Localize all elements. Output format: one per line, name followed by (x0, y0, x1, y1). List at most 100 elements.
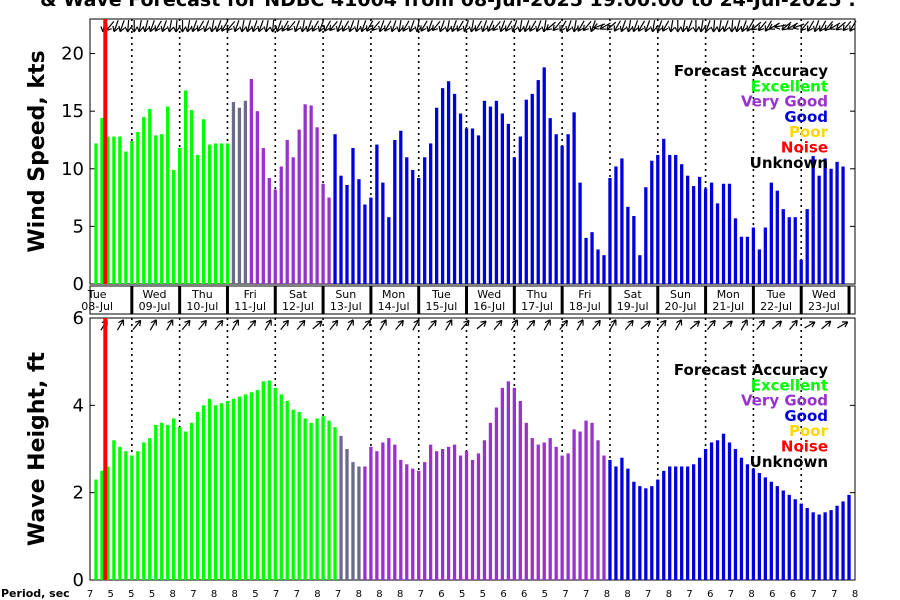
arrow-shaft (214, 320, 224, 330)
direction-arrow (317, 20, 325, 33)
data-bar (381, 182, 385, 284)
data-bar (327, 197, 331, 284)
arrow-head (329, 24, 336, 32)
data-bar (231, 398, 236, 580)
direction-arrow (118, 20, 125, 33)
data-bar (656, 479, 660, 580)
day-name: Tue (766, 288, 786, 301)
direction-arrow (450, 20, 458, 33)
period-value: 6 (790, 589, 796, 600)
y-axis-label: Wind Speed, kts (25, 50, 50, 252)
data-bar (201, 405, 206, 580)
arrow-head (299, 319, 306, 327)
data-bar (417, 470, 421, 580)
data-bar (458, 455, 463, 580)
direction-arrow (323, 20, 331, 32)
data-bar (476, 135, 481, 284)
arrow-shaft (741, 20, 747, 32)
direction-arrow (812, 20, 820, 33)
data-bar (411, 169, 415, 284)
data-bar (470, 128, 475, 284)
arrow-shaft (336, 20, 343, 32)
data-bar (429, 143, 433, 284)
data-bar (632, 481, 636, 580)
arrow-shaft (751, 21, 762, 31)
arrow-shaft (640, 320, 651, 330)
arrow-shaft (487, 20, 494, 32)
day-date: 09-Jul (139, 300, 171, 313)
arrow-head (468, 26, 476, 33)
arrow-head (215, 25, 222, 33)
direction-arrow (751, 21, 762, 31)
data-bar (154, 424, 158, 580)
arrow-shaft (346, 319, 354, 331)
data-bar (160, 134, 164, 284)
arrow-head (257, 25, 264, 33)
data-bar (781, 209, 785, 284)
direction-arrow (149, 319, 157, 331)
data-bar (733, 218, 738, 284)
data-bar (423, 157, 427, 284)
arrow-head (819, 25, 826, 32)
arrow-head (504, 25, 512, 32)
data-bar (626, 206, 630, 284)
data-bar (536, 444, 540, 580)
arrow-shaft (529, 20, 537, 32)
data-bar (530, 93, 534, 285)
direction-arrow (756, 319, 765, 330)
period-value: 7 (831, 589, 837, 600)
arrow-head (179, 26, 187, 33)
arrow-shaft (329, 320, 339, 330)
direction-arrow (486, 20, 494, 32)
period-value: 8 (397, 589, 403, 600)
direction-arrow (710, 19, 718, 33)
arrow-head (480, 25, 488, 33)
direction-arrow (390, 20, 397, 33)
period-value: 7 (87, 589, 93, 600)
direction-arrow (662, 20, 670, 32)
data-bar (793, 499, 797, 580)
period-row: Period, sec 7 5 5 5 8 7 8 8 5 7 7 8 7 8 8 8 7 6 5 5 6 6 5 7 7 8 8 7… (1, 587, 858, 600)
arrow-head (408, 25, 415, 33)
day-date: 21-Jul (712, 300, 744, 313)
arrow-head (160, 25, 168, 33)
data-bar (686, 466, 690, 580)
period-value: 8 (376, 589, 382, 600)
direction-arrow (774, 22, 787, 30)
arrow-shaft (700, 19, 704, 33)
direction-arrow (576, 319, 584, 331)
data-bar (590, 232, 594, 284)
data-bar (626, 468, 630, 580)
arrow-head (167, 319, 174, 326)
day-name: Wed (143, 288, 167, 301)
data-bar (769, 182, 773, 284)
arrow-head (359, 25, 367, 33)
arrow-shaft (258, 20, 264, 32)
direction-arrow (329, 21, 338, 32)
arrow-head (757, 24, 765, 32)
data-bar (470, 459, 475, 580)
arrow-head (824, 320, 832, 327)
data-bar (333, 427, 337, 580)
period-value: 8 (666, 589, 672, 600)
direction-arrow (728, 19, 736, 33)
data-bar (524, 99, 528, 284)
wind-speed-panel: 0 5 10 15 20 Wind Speed, kts Forecast Accuracy… (25, 18, 857, 315)
data-bar (578, 431, 582, 580)
arrow-shaft (265, 19, 269, 33)
arrow-shaft (718, 19, 722, 33)
arrow-shaft (756, 320, 765, 330)
data-bar (703, 188, 708, 284)
data-bar (166, 106, 170, 284)
arrow-head (593, 23, 600, 30)
data-bar (183, 431, 188, 580)
direction-arrow (589, 20, 597, 33)
direction-arrow (480, 20, 488, 33)
direction-arrow (716, 19, 724, 33)
direction-arrow (757, 21, 767, 32)
data-bar (482, 100, 487, 284)
arrow-head (130, 26, 138, 33)
direction-arrow (543, 319, 551, 331)
arrow-shaft (573, 19, 577, 33)
arrow-shaft (510, 319, 518, 331)
